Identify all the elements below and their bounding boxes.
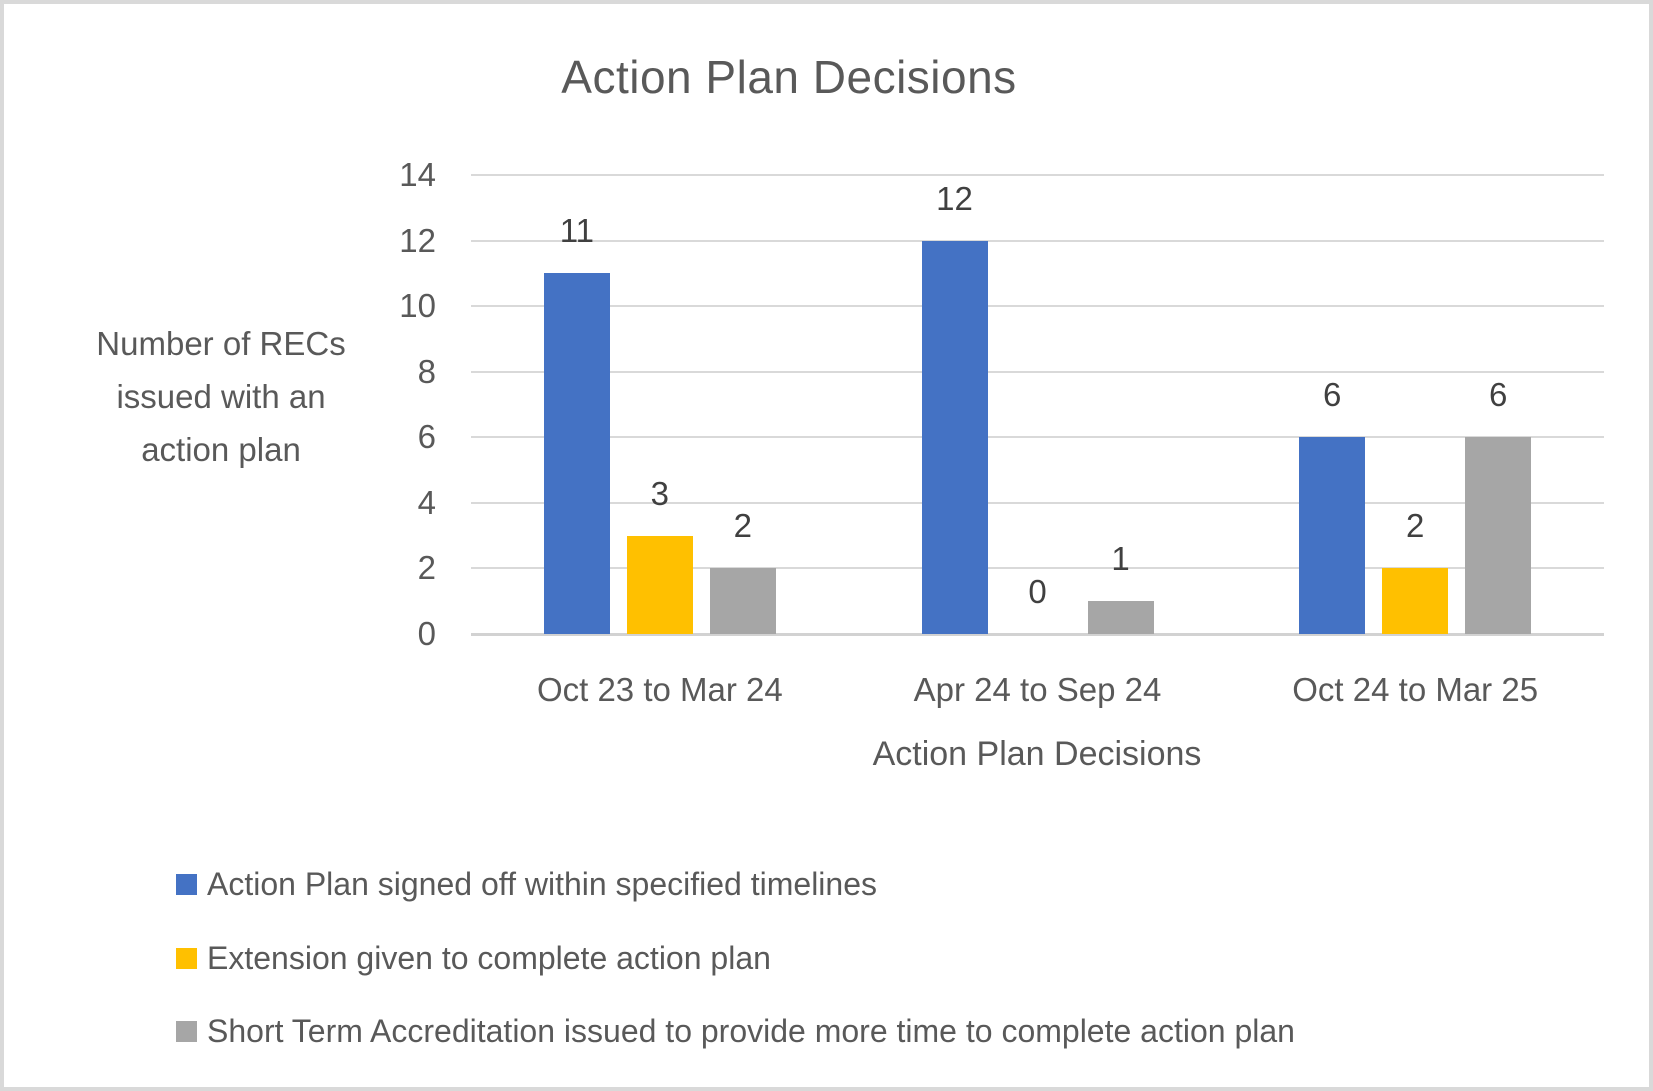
bar-yellow xyxy=(1382,568,1449,634)
legend-label: Action Plan signed off within specified … xyxy=(207,865,877,902)
x-category-label: Oct 23 to Mar 24 xyxy=(536,671,783,708)
chart-title: Action Plan Decisions xyxy=(561,51,1017,103)
gridline xyxy=(471,501,1604,504)
legend-item: Action Plan signed off within specified … xyxy=(176,863,877,905)
y-tick-label: 8 xyxy=(417,352,436,390)
data-label: 3 xyxy=(650,474,669,512)
data-label: 6 xyxy=(1488,376,1508,414)
legend-item: Short Term Accreditation issued to provi… xyxy=(176,1010,1295,1052)
y-tick-label: 6 xyxy=(417,418,436,456)
bar-gray xyxy=(709,568,776,634)
plot-area: 0 2 4 6 8 10 12 14 11 3 2 Oct 23 to Mar 24 12 0 1 Apr 2… xyxy=(4,4,1649,1087)
data-label: 1 xyxy=(1111,540,1130,578)
legend-item: Extension given to complete action plan xyxy=(176,937,771,979)
data-label: 2 xyxy=(1405,507,1425,545)
y-tick-label: 0 xyxy=(417,615,436,652)
x-axis-line xyxy=(471,633,1604,636)
bar-gray xyxy=(1087,601,1154,634)
y-tick-label: 14 xyxy=(399,156,436,193)
legend-swatch-yellow xyxy=(176,947,197,969)
bar-blue xyxy=(1299,437,1366,634)
gridline xyxy=(471,239,1604,242)
bar-blue xyxy=(543,273,610,634)
data-label: 12 xyxy=(936,179,973,217)
bar-yellow xyxy=(626,535,693,634)
data-label: 0 xyxy=(1028,573,1047,610)
gridline xyxy=(471,567,1604,570)
data-label: 11 xyxy=(559,212,594,250)
bar-blue xyxy=(921,240,988,634)
gridline xyxy=(471,436,1604,439)
y-axis-title: Number of RECs issued with an action pla… xyxy=(96,325,346,468)
y-tick-label: 10 xyxy=(399,287,436,325)
gridline xyxy=(471,305,1604,308)
legend-swatch-gray xyxy=(176,1020,197,1042)
data-label: 6 xyxy=(1322,376,1342,414)
legend-label: Short Term Accreditation issued to provi… xyxy=(207,1012,1295,1049)
y-tick-label: 2 xyxy=(417,549,436,587)
legend-swatch-blue xyxy=(176,873,197,895)
gridline xyxy=(471,370,1604,373)
x-category-label: Oct 24 to Mar 25 xyxy=(1292,671,1539,708)
y-tick-label: 12 xyxy=(399,221,436,259)
data-label: 2 xyxy=(733,507,752,545)
legend-label: Extension given to complete action plan xyxy=(207,939,771,976)
x-axis-title: Action Plan Decisions xyxy=(872,735,1202,773)
gridline xyxy=(471,174,1604,176)
x-category-label: Apr 24 to Sep 24 xyxy=(913,671,1162,708)
bar-gray xyxy=(1465,437,1532,634)
y-tick-label: 4 xyxy=(417,483,436,521)
